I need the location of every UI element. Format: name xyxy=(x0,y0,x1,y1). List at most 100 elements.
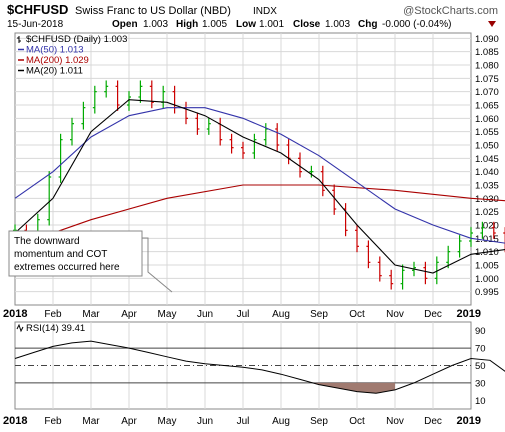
ohlc-bar xyxy=(389,269,394,290)
ohlc-bar xyxy=(469,227,473,247)
brand-watermark: @StockCharts.com xyxy=(403,5,498,17)
x-tick-label: Dec xyxy=(424,309,442,320)
x-tick-label: Dec xyxy=(424,416,442,427)
ohlc-bar xyxy=(366,240,371,269)
y-tick-label: 10 xyxy=(475,396,486,407)
ohlc-bar xyxy=(423,261,428,285)
ma20-line xyxy=(14,99,505,274)
ohlc-bar xyxy=(309,165,314,178)
legend-entry: $CHFUSD (Daily) 1.003 xyxy=(26,34,127,45)
ohlc-bar xyxy=(206,117,211,135)
x-tick-label: Jun xyxy=(197,309,213,320)
x-tick-label: Aug xyxy=(272,416,290,427)
y-tick-label: 1.075 xyxy=(475,74,499,85)
ohlc-bar xyxy=(332,184,337,215)
x-tick-label: Oct xyxy=(349,309,365,320)
price-y-axis: 1.090 1.085 1.080 1.075 1.070 1.065 1.060 1.055… xyxy=(475,34,499,298)
x-tick-label: Sep xyxy=(310,309,328,320)
ohlc-bar xyxy=(434,256,439,285)
x-tick-label: May xyxy=(158,416,177,427)
rsi-line xyxy=(14,340,505,394)
x-tick-label: Jul xyxy=(237,416,250,427)
y-tick-label: 0.995 xyxy=(475,287,499,298)
ohlc-bar xyxy=(138,80,143,103)
ohlc-bar xyxy=(355,224,359,253)
instrument-name: Swiss Franc to US Dollar (NBD) xyxy=(75,5,231,17)
ma50-line xyxy=(14,107,505,244)
y-tick-label: 1.065 xyxy=(475,101,499,112)
y-tick-label: 1.060 xyxy=(475,114,499,125)
ohlc-bar xyxy=(480,221,485,239)
open-label: Open xyxy=(112,19,138,30)
high-value: 1.005 xyxy=(202,19,227,30)
annotation-line-1: The downward xyxy=(14,236,80,247)
ma200-line xyxy=(14,184,505,247)
ohlc-bar xyxy=(70,117,74,146)
rsi-fill-area xyxy=(312,382,395,394)
y-tick-label: 70 xyxy=(475,344,486,355)
x-tick-label: 2018 xyxy=(3,415,27,427)
ohlc-bar-icon xyxy=(17,36,21,43)
y-tick-label: 1.035 xyxy=(475,181,499,192)
y-tick-label: 1.040 xyxy=(475,167,499,178)
y-tick-label: 1.025 xyxy=(475,207,499,218)
chg-label: Chg xyxy=(358,19,377,30)
annotation-line-2: momentum and COT xyxy=(14,249,107,260)
ohlc-bar xyxy=(195,112,200,135)
x-tick-label: Aug xyxy=(272,309,290,320)
rsi-oversold-fill xyxy=(312,382,395,394)
y-tick-label: 1.005 xyxy=(475,261,499,272)
ohlc-bar xyxy=(149,80,154,109)
ohlc-bar xyxy=(252,133,257,159)
ohlc-bar xyxy=(241,141,245,159)
y-tick-label: 90 xyxy=(475,326,486,337)
x-tick-label: Feb xyxy=(44,416,62,427)
x-tick-label: Mar xyxy=(82,309,100,320)
y-tick-label: 30 xyxy=(475,378,486,389)
x-tick-label: 2019 xyxy=(457,415,481,427)
close-label: Close xyxy=(293,19,321,30)
annotation-line-3: extremes occurred here xyxy=(14,262,120,273)
x-tick-label: Jul xyxy=(237,309,250,320)
exchange-label: INDX xyxy=(253,6,277,17)
x-tick-label: Sep xyxy=(310,416,328,427)
rsi-legend: RSI(14) 39.41 xyxy=(16,323,85,334)
ohlc-bar xyxy=(92,85,97,114)
ohlc-bar xyxy=(115,80,120,111)
open-value: 1.003 xyxy=(143,19,168,30)
ohlc-bar xyxy=(400,264,405,290)
x-tick-label: Nov xyxy=(386,309,404,320)
legend-entry: MA(200) 1.029 xyxy=(26,55,89,66)
x-tick-label: Jun xyxy=(197,416,213,427)
y-tick-label: 1.010 xyxy=(475,247,499,258)
rsi-line-icon xyxy=(16,323,24,333)
y-tick-label: 1.080 xyxy=(475,61,499,72)
x-tick-label: 2019 xyxy=(457,308,481,320)
y-tick-label: 50 xyxy=(475,361,486,372)
legend-entry: RSI(14) 39.41 xyxy=(26,323,85,334)
down-arrow-icon xyxy=(488,21,496,27)
symbol-title: $CHFUSD xyxy=(7,2,68,17)
x-tick-label: Nov xyxy=(386,416,404,427)
moving-average-lines xyxy=(14,99,505,274)
close-value: 1.003 xyxy=(325,19,350,30)
x-tick-label: Apr xyxy=(121,416,137,427)
ohlc-bar xyxy=(275,123,280,151)
chg-value: -0.000 (-0.04%) xyxy=(382,19,451,30)
annotation-box xyxy=(8,230,143,277)
rsi-x-axis: 2018 Feb Mar Apr May Jun Jul Aug Sep Oct Nov Dec 201… xyxy=(3,415,481,427)
low-label: Low xyxy=(236,19,256,30)
ohlc-bar xyxy=(320,165,325,197)
ohlc-bar xyxy=(58,133,63,183)
annotation-pointer xyxy=(142,237,173,293)
ohlc-bar xyxy=(446,245,451,269)
rsi-grid xyxy=(15,322,471,409)
low-value: 1.001 xyxy=(259,19,284,30)
x-tick-label: Apr xyxy=(121,309,137,320)
legend-entry: MA(20) 1.011 xyxy=(26,66,83,77)
y-tick-label: 1.015 xyxy=(475,234,499,245)
price-x-axis: 2018 Feb Mar Apr May Jun Jul Aug Sep Oct Nov Dec 201… xyxy=(3,308,481,320)
ohlc-bar xyxy=(104,80,109,98)
ohlc-bar xyxy=(377,256,382,282)
